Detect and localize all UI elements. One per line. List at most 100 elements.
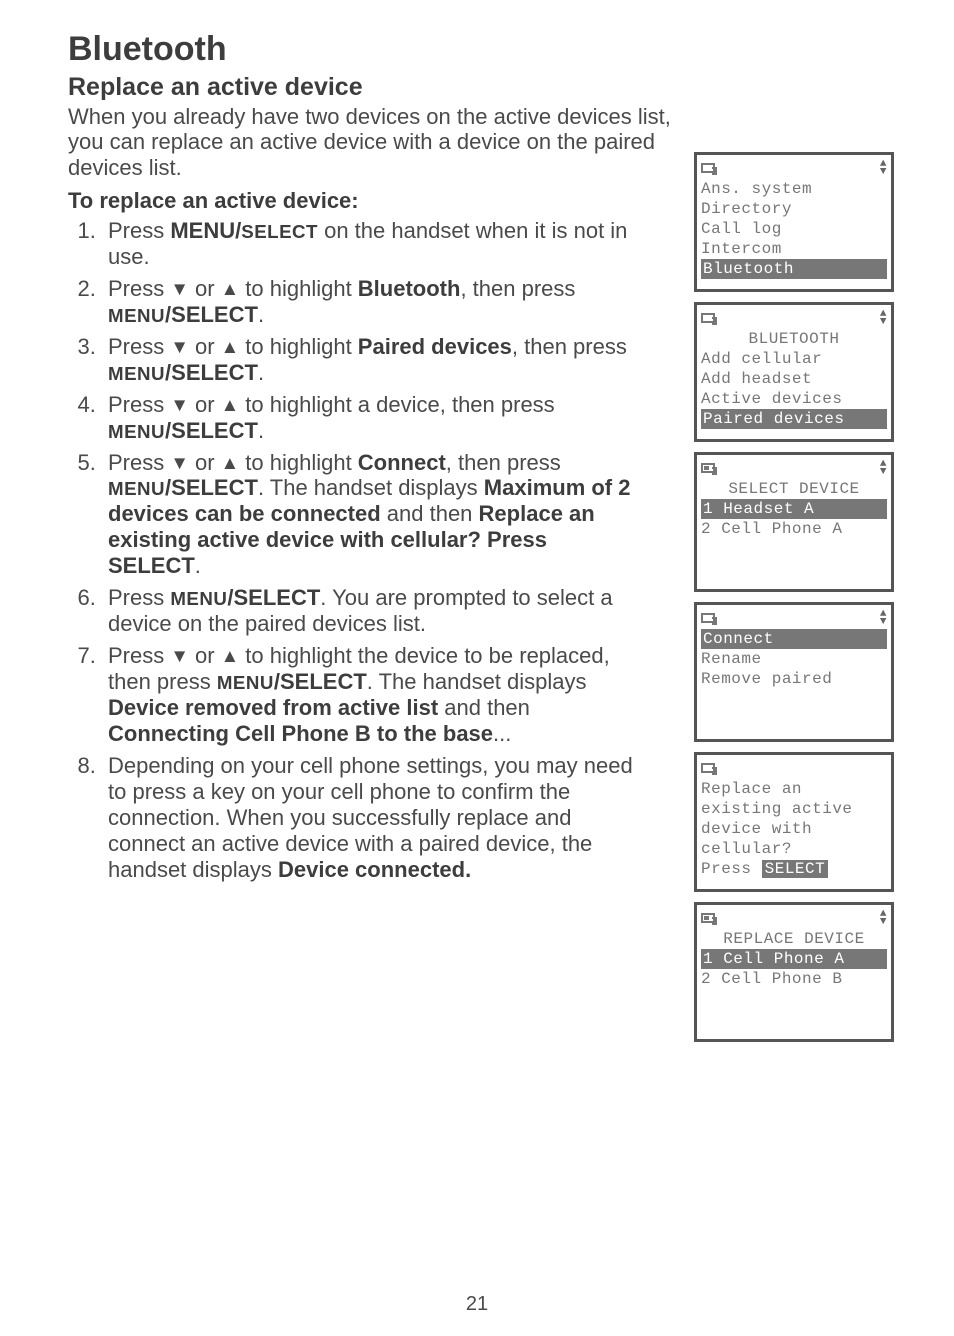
scroll-arrows-icon: ▲▼ <box>880 160 887 176</box>
lcd-line-selected: 1 Cell Phone A <box>701 949 887 969</box>
text: Press <box>108 218 170 243</box>
lcd-main-menu: ▲▼ Ans. system Directory Call log Interc… <box>694 152 894 292</box>
text: . The handset displays <box>367 669 587 694</box>
text: or <box>189 276 221 301</box>
text-bold: MENU/SELECT <box>217 669 367 694</box>
lcd-line: Add headset <box>701 369 887 389</box>
text-bold: MENU/SELECT <box>108 418 258 443</box>
step-list: Press MENU/SELECT on the handset when it… <box>68 218 638 883</box>
battery-icon <box>701 463 715 473</box>
lcd-screens-column: ▲▼ Ans. system Directory Call log Interc… <box>694 152 894 1052</box>
text-bold: Device removed from active list <box>108 695 438 720</box>
lcd-line: Press SELECT <box>701 859 887 879</box>
text-bold: MENU/SELECT <box>170 585 320 610</box>
text: and then <box>381 501 479 526</box>
lcd-line: Replace an <box>701 779 887 799</box>
scroll-arrows-icon: ▲▼ <box>880 910 887 926</box>
text: . <box>258 360 264 385</box>
up-arrow-icon: ▲ <box>221 336 240 357</box>
step-6: Press MENU/SELECT. You are prompted to s… <box>102 585 638 637</box>
lcd-line: Remove paired <box>701 669 887 689</box>
battery-icon <box>701 313 715 323</box>
lcd-line-selected: Connect <box>701 629 887 649</box>
text: , then press <box>460 276 575 301</box>
step-4: Press ▼ or ▲ to highlight a device, then… <box>102 392 638 444</box>
step-2: Press ▼ or ▲ to highlight Bluetooth, the… <box>102 276 638 328</box>
text-bold: Connecting Cell Phone B to the base <box>108 721 493 746</box>
lcd-replace-prompt: Replace an existing active device with c… <box>694 752 894 892</box>
scroll-arrows-icon: ▲▼ <box>880 310 887 326</box>
page-title: Bluetooth <box>68 30 886 69</box>
text-bold: Device connected. <box>278 857 471 882</box>
step-7: Press ▼ or ▲ to highlight the device to … <box>102 643 638 747</box>
text: , then press <box>512 334 627 359</box>
text: or <box>189 334 221 359</box>
text-bold: MENU/SELECT <box>108 475 258 500</box>
section-subtitle: Replace an active device <box>68 73 886 102</box>
step-8: Depending on your cell phone settings, y… <box>102 753 638 883</box>
text-bold: Bluetooth <box>358 276 461 301</box>
up-arrow-icon: ▲ <box>221 278 240 299</box>
text: . <box>195 553 201 578</box>
text: to highlight <box>239 334 358 359</box>
down-arrow-icon: ▼ <box>170 452 189 473</box>
page-number: 21 <box>0 1293 954 1316</box>
lcd-title: REPLACE DEVICE <box>701 929 887 949</box>
up-arrow-icon: ▲ <box>221 452 240 473</box>
lcd-line-selected: Paired devices <box>701 409 887 429</box>
lcd-device-actions: ▲▼ Connect Rename Remove paired <box>694 602 894 742</box>
step-3: Press ▼ or ▲ to highlight Paired devices… <box>102 334 638 386</box>
up-arrow-icon: ▲ <box>221 645 240 666</box>
battery-icon <box>701 763 715 773</box>
text: or <box>189 643 221 668</box>
lcd-line: Add cellular <box>701 349 887 369</box>
text-bold: Connect <box>358 450 446 475</box>
lcd-line: 2 Cell Phone A <box>701 519 887 539</box>
lcd-line: Active devices <box>701 389 887 409</box>
text: . <box>258 418 264 443</box>
lcd-line: existing active <box>701 799 887 819</box>
text: Press <box>108 276 170 301</box>
down-arrow-icon: ▼ <box>170 394 189 415</box>
battery-icon <box>701 913 715 923</box>
text: Press <box>108 643 170 668</box>
down-arrow-icon: ▼ <box>170 336 189 357</box>
text-bold: MENU/SELECT <box>170 218 318 243</box>
lcd-select-device: ▲▼ SELECT DEVICE 1 Headset A 2 Cell Phon… <box>694 452 894 592</box>
text: to highlight a device, then press <box>239 392 555 417</box>
down-arrow-icon: ▼ <box>170 645 189 666</box>
text-bold: Paired devices <box>358 334 512 359</box>
lcd-bluetooth-menu: ▲▼ BLUETOOTH Add cellular Add headset Ac… <box>694 302 894 442</box>
text: . The handset displays <box>258 475 484 500</box>
lcd-select-highlight: SELECT <box>762 860 829 878</box>
step-1: Press MENU/SELECT on the handset when it… <box>102 218 638 270</box>
text: or <box>189 392 221 417</box>
lcd-line: cellular? <box>701 839 887 859</box>
text: and then <box>438 695 530 720</box>
battery-icon <box>701 613 715 623</box>
text-bold: MENU/SELECT <box>108 302 258 327</box>
lcd-line: Directory <box>701 199 887 219</box>
text: Press <box>108 392 170 417</box>
lcd-line: Call log <box>701 219 887 239</box>
text: to highlight <box>239 450 358 475</box>
lcd-line: Ans. system <box>701 179 887 199</box>
lcd-line-selected: 1 Headset A <box>701 499 887 519</box>
text: ... <box>493 721 511 746</box>
intro-text: When you already have two devices on the… <box>68 104 698 180</box>
lcd-line: Intercom <box>701 239 887 259</box>
lcd-line-selected: Bluetooth <box>701 259 887 279</box>
text: Press <box>108 585 170 610</box>
scroll-arrows-icon: ▲▼ <box>880 460 887 476</box>
lcd-title: SELECT DEVICE <box>701 479 887 499</box>
down-arrow-icon: ▼ <box>170 278 189 299</box>
battery-icon <box>701 163 715 173</box>
text: or <box>189 450 221 475</box>
text: , then press <box>446 450 561 475</box>
text: Press <box>108 334 170 359</box>
up-arrow-icon: ▲ <box>221 394 240 415</box>
text-bold: MENU/SELECT <box>108 360 258 385</box>
text: . <box>258 302 264 327</box>
lcd-replace-device: ▲▼ REPLACE DEVICE 1 Cell Phone A 2 Cell … <box>694 902 894 1042</box>
step-5: Press ▼ or ▲ to highlight Connect, then … <box>102 450 638 580</box>
